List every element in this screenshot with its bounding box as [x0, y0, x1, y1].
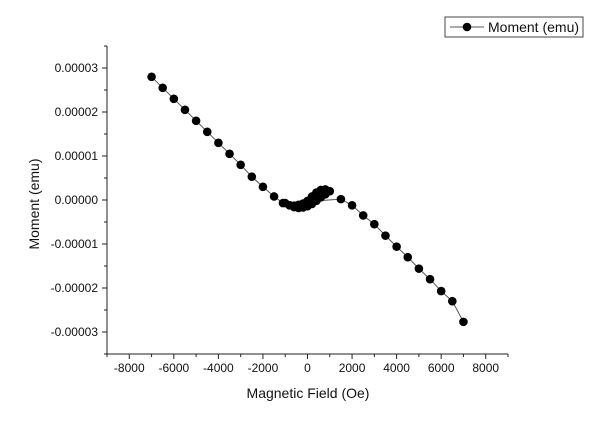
- x-tick-label: 0: [304, 361, 311, 375]
- x-tick-label: 8000: [472, 361, 499, 375]
- data-point: [247, 172, 257, 181]
- legend-label: Moment (emu): [488, 19, 579, 35]
- y-tick-label: -0.00001: [51, 237, 99, 251]
- data-point: [381, 231, 390, 240]
- data-point: [425, 274, 435, 284]
- legend: Moment (emu): [444, 16, 584, 38]
- x-axis-title: Magnetic Field (Oe): [247, 385, 370, 401]
- data-point: [169, 94, 179, 104]
- y-tick-label: -0.00002: [51, 281, 99, 295]
- axes: -8000 -6000 -4000 -2000 0 2000 4000 6000 8000 0.0…: [51, 45, 509, 375]
- data-point: [191, 116, 201, 126]
- data-point: [403, 252, 413, 262]
- y-tick-label: 0.00002: [55, 105, 99, 119]
- data-point: [236, 160, 245, 170]
- data-point: [347, 200, 357, 210]
- data-point: [180, 105, 190, 115]
- x-tick-label: -2000: [248, 361, 279, 375]
- data-point: [258, 182, 268, 192]
- x-tick-label: -8000: [114, 361, 145, 375]
- data-point: [370, 219, 379, 229]
- legend-marker: [462, 22, 472, 32]
- data-point: [414, 264, 424, 273]
- data-point: [436, 286, 446, 296]
- data-point: [392, 242, 401, 251]
- data-point: [459, 317, 468, 327]
- y-tick-label: 0.00001: [55, 149, 99, 163]
- data-point: [214, 138, 223, 148]
- data-point: [336, 194, 346, 204]
- x-tick-label: 4000: [383, 361, 410, 375]
- y-tick-label: -0.00003: [51, 325, 99, 339]
- data-point: [280, 198, 290, 208]
- series-layer: [147, 72, 468, 327]
- data-point: [448, 296, 457, 306]
- data-point: [225, 149, 234, 159]
- y-axis-title: Moment (emu): [26, 158, 42, 249]
- legend-box: [444, 16, 584, 38]
- data-point: [269, 192, 279, 201]
- x-tick-label: -4000: [203, 361, 234, 375]
- x-tick-label: -6000: [158, 361, 189, 375]
- y-tick-label: 0.00003: [55, 61, 99, 75]
- y-tick-label: 0.00000: [55, 193, 99, 207]
- x-tick-label: 2000: [339, 361, 366, 375]
- data-point: [358, 211, 368, 220]
- x-tick-label: 6000: [428, 361, 455, 375]
- data-point: [147, 72, 156, 82]
- data-point: [158, 83, 167, 93]
- data-point: [202, 127, 212, 137]
